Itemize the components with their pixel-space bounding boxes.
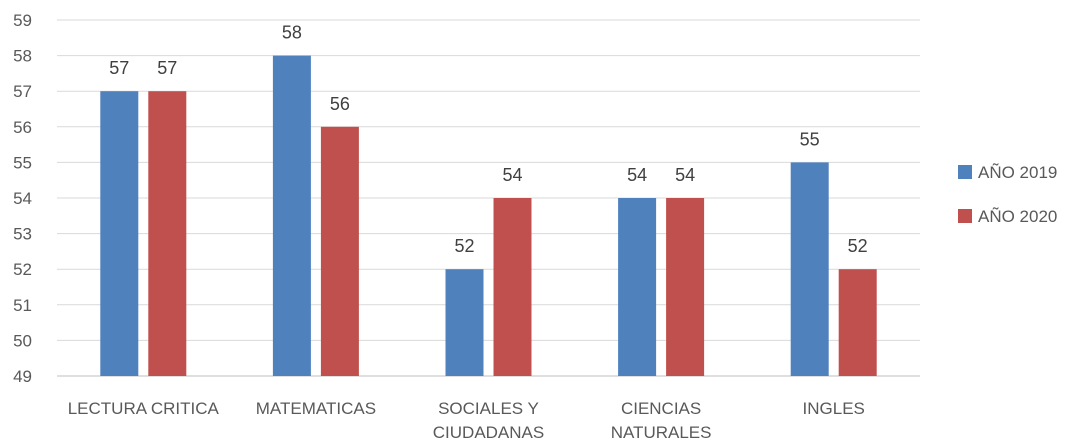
y-tick-label: 59	[13, 11, 32, 30]
x-axis: LECTURA CRITICA MATEMATICAS SOCIALES Y CIUD…	[68, 399, 865, 442]
data-labels: 57 57 58 56 52 54 54 54 55 52	[109, 23, 867, 257]
bars	[100, 55, 877, 376]
data-label: 55	[800, 129, 820, 149]
bar	[838, 269, 877, 376]
bar	[618, 198, 657, 376]
y-tick-label: 54	[13, 189, 32, 208]
data-label: 56	[330, 94, 350, 114]
x-tick-label: MATEMATICAS	[256, 399, 376, 418]
data-label: 52	[454, 236, 474, 256]
legend-label: AÑO 2019	[978, 163, 1057, 182]
y-tick-label: 58	[13, 47, 32, 66]
y-tick-label: 51	[13, 296, 32, 315]
gridlines	[57, 19, 920, 377]
data-label: 54	[627, 165, 647, 185]
y-tick-label: 57	[13, 82, 32, 101]
legend: AÑO 2019 AÑO 2020	[958, 163, 1057, 226]
y-tick-label: 52	[13, 260, 32, 279]
bar	[272, 55, 311, 376]
data-label: 54	[502, 165, 522, 185]
legend-swatch	[958, 165, 972, 179]
y-tick-label: 56	[13, 118, 32, 137]
bar	[493, 198, 532, 376]
legend-swatch	[958, 209, 972, 223]
bar	[148, 91, 187, 376]
y-tick-label: 55	[13, 153, 32, 172]
y-axis: 49 50 51 52 53 54 55 56 57 58 59	[13, 11, 32, 386]
y-tick-label: 50	[13, 331, 32, 350]
data-label: 52	[848, 236, 868, 256]
x-tick-label: LECTURA CRITICA	[68, 399, 220, 418]
x-tick-label: INGLES	[803, 399, 865, 418]
bar	[445, 269, 484, 376]
bar	[666, 198, 705, 376]
data-label: 58	[282, 23, 302, 43]
bar	[790, 162, 829, 376]
y-tick-label: 53	[13, 225, 32, 244]
bar	[100, 91, 139, 376]
x-tick-label: SOCIALES Y CIUDADANAS	[433, 399, 544, 442]
y-tick-label: 49	[13, 367, 32, 386]
data-label: 57	[157, 58, 177, 78]
x-tick-label: CIENCIAS NATURALES	[611, 399, 712, 442]
data-label: 57	[109, 58, 129, 78]
data-label: 54	[675, 165, 695, 185]
legend-label: AÑO 2020	[978, 207, 1057, 226]
bar	[320, 126, 359, 376]
